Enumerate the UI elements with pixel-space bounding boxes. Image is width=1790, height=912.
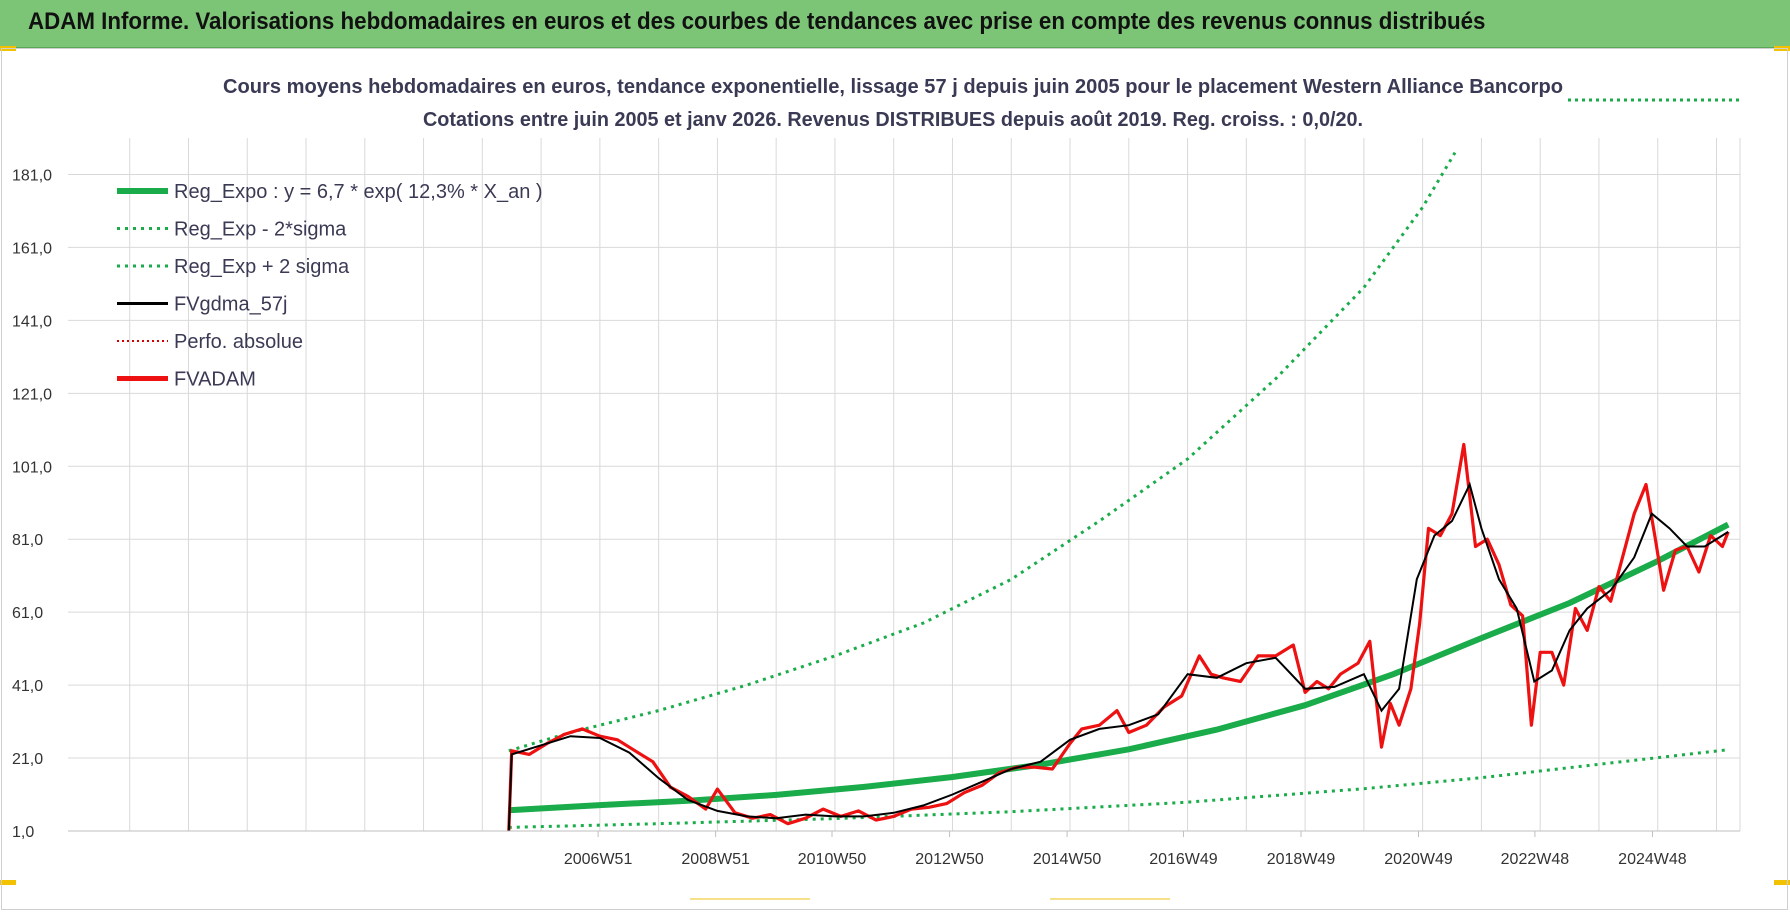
y-tick-label: 181,0 (12, 167, 52, 184)
y-tick-label: 161,0 (12, 240, 52, 257)
y-tick-label: 101,0 (12, 459, 52, 476)
series-line-fvgdma-57j (507, 481, 1729, 832)
chart-title-line2: Cotations entre juin 2005 et janv 2026. … (423, 109, 1363, 131)
legend: Reg_Expo : y = 6,7 * exp( 12,3% * X_an )… (117, 181, 543, 391)
chart-title-line1: Cours moyens hebdomadaires en euros, ten… (223, 76, 1563, 98)
x-tick-label: 2014W50 (1033, 851, 1102, 868)
y-tick-label: 1,0 (12, 824, 34, 841)
y-tick-label: 41,0 (12, 678, 43, 695)
x-tick-label: 2022W48 (1501, 851, 1570, 868)
x-tick-label: 2006W51 (564, 851, 633, 868)
x-tick-label: 2010W50 (798, 851, 867, 868)
legend-label: FVADAM (174, 369, 256, 391)
series-line-reg-expo (508, 521, 1730, 814)
grid (68, 138, 1741, 831)
x-tick-label: 2018W49 (1267, 851, 1336, 868)
y-tick-label: 81,0 (12, 532, 43, 549)
chart-frame (1, 48, 1788, 910)
series-line-fvadam (507, 442, 1730, 832)
axes: 1,0 21,0 41,0 61,0 81,0 101,0 121,0 141,0 161,0 1… (12, 167, 1740, 868)
series-line-reg-exp-2-sigma (508, 151, 1457, 753)
series (507, 151, 1730, 832)
x-tick-label: 2008W51 (681, 851, 750, 868)
footer-mark-1 (690, 898, 810, 900)
y-tick-label: 61,0 (12, 605, 43, 622)
x-tick-label: 2012W50 (915, 851, 984, 868)
legend-label: FVgdma_57j (174, 294, 287, 316)
x-tick-label: 2016W49 (1149, 851, 1218, 868)
legend-label: Reg_Exp - 2*sigma (174, 219, 347, 241)
corner-mark-bottom-right (1774, 880, 1790, 885)
y-tick-label: 21,0 (12, 751, 43, 768)
y-tick-label: 141,0 (12, 313, 52, 330)
y-tick-label: 121,0 (12, 386, 52, 403)
legend-label: Reg_Expo : y = 6,7 * exp( 12,3% * X_an ) (174, 181, 543, 203)
x-tick-label: 2024W48 (1618, 851, 1687, 868)
header-title: ADAM Informe. Valorisations hebdomadaire… (28, 8, 1486, 35)
legend-label: Perfo. absolue (174, 331, 303, 353)
legend-label: Reg_Exp + 2 sigma (174, 256, 350, 278)
x-tick-label: 2020W49 (1384, 851, 1453, 868)
corner-mark-bottom-left (0, 880, 16, 885)
series-line-reg-exp-2-sigma (508, 748, 1729, 829)
header-bar: ADAM Informe. Valorisations hebdomadaire… (0, 0, 1790, 48)
footer-mark-2 (1050, 898, 1170, 900)
